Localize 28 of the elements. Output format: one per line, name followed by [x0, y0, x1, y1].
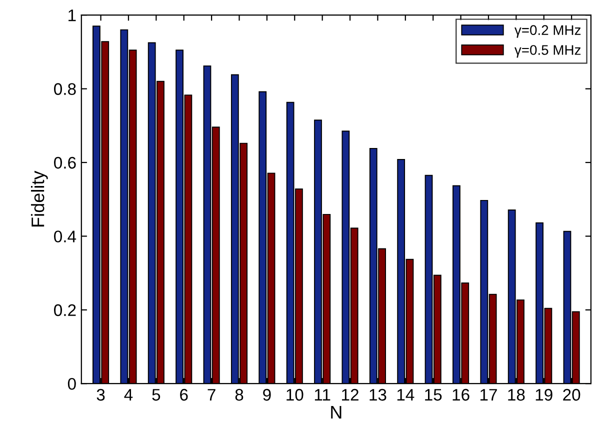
y-tick-label: 0 — [68, 378, 76, 390]
x-tick-label: 8 — [235, 388, 244, 401]
y-tick-label: 0.6 — [54, 156, 76, 169]
x-tick-label: 3 — [96, 388, 105, 401]
x-axis-title: N — [331, 406, 342, 418]
x-tick-label: 9 — [263, 388, 271, 401]
x-tick-label: 12 — [342, 388, 358, 401]
y-tick-label: 1 — [68, 10, 76, 22]
x-tick-label: 19 — [536, 388, 552, 401]
x-tick-label: 18 — [508, 388, 525, 401]
x-tick-label: 14 — [397, 389, 414, 401]
legend-label: γ=0.5 MHz — [514, 45, 581, 58]
x-tick-label: 16 — [452, 388, 470, 401]
x-tick-label: 7 — [208, 389, 216, 401]
x-tick-label: 17 — [480, 389, 497, 401]
x-tick-label: 20 — [563, 388, 580, 401]
x-tick-label: 5 — [152, 389, 160, 401]
y-tick-label: 0.4 — [54, 230, 76, 242]
x-tick-label: 13 — [370, 388, 386, 401]
x-tick-label: 15 — [425, 389, 442, 401]
x-tick-label: 6 — [180, 388, 188, 401]
y-axis-title: Fidelity — [30, 170, 48, 226]
y-tick-label: 0.8 — [54, 83, 76, 95]
x-tick-label: 11 — [314, 389, 330, 401]
x-tick-label: 10 — [286, 388, 304, 401]
x-tick-label: 4 — [124, 389, 133, 401]
y-tick-label: 0.2 — [54, 304, 76, 316]
legend-label: γ=0.2 MHz — [514, 25, 581, 38]
